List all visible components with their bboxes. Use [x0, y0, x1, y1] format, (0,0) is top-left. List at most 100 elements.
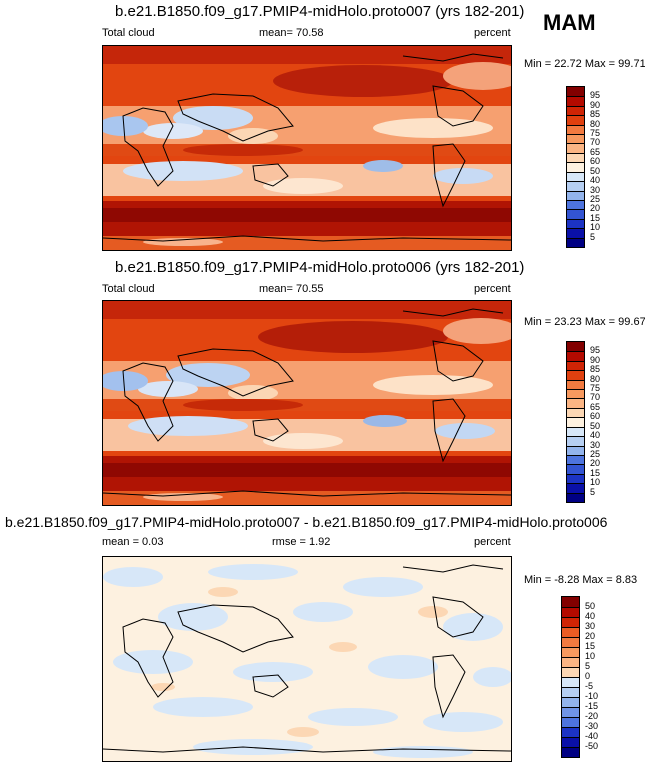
- colorbar-tick-label: 70: [590, 137, 601, 148]
- panel-1-colorbar: [566, 86, 585, 248]
- colorbar-swatch: [567, 209, 584, 219]
- panel-2-title: b.e21.B1850.f09_g17.PMIP4-midHolo.proto0…: [115, 259, 525, 276]
- colorbar-tick-label: 0: [585, 671, 591, 681]
- colorbar-swatch: [567, 351, 584, 361]
- colorbar-tick-label: 10: [585, 651, 596, 661]
- colorbar-swatch: [567, 96, 584, 106]
- colorbar-swatch: [567, 464, 584, 474]
- colorbar-swatch: [567, 370, 584, 380]
- colorbar-tick-label: 15: [590, 212, 601, 223]
- colorbar-swatch: [562, 657, 579, 667]
- colorbar-swatch: [567, 181, 584, 191]
- colorbar-swatch: [567, 152, 584, 163]
- colorbar-swatch: [567, 190, 584, 200]
- panel-1-title: b.e21.B1850.f09_g17.PMIP4-midHolo.proto0…: [115, 3, 525, 20]
- colorbar-tick-label: 15: [585, 641, 596, 651]
- panel-1-units-label: percent: [474, 27, 511, 39]
- colorbar-tick-label: 90: [590, 99, 601, 110]
- panel-3-units-label: percent: [474, 536, 511, 548]
- colorbar-tick-label: 80: [590, 118, 601, 129]
- colorbar-tick-label: 75: [590, 128, 601, 139]
- panel-3-title: b.e21.B1850.f09_g17.PMIP4-midHolo.proto0…: [5, 514, 608, 530]
- colorbar-tick-label: 20: [590, 203, 601, 214]
- colorbar-tick-label: -40: [585, 731, 599, 741]
- colorbar-tick-label: 10: [590, 222, 601, 233]
- colorbar-swatch: [567, 483, 584, 493]
- colorbar-swatch: [567, 492, 584, 502]
- colorbar-tick-label: 40: [585, 611, 596, 621]
- colorbar-tick-label: 15: [590, 467, 601, 478]
- colorbar-swatch: [567, 436, 584, 446]
- colorbar-tick-label: 90: [590, 354, 601, 365]
- panel-3-colorbar: [561, 596, 580, 758]
- season-label: MAM: [543, 10, 596, 35]
- panel-2-map: [102, 300, 512, 506]
- colorbar-swatch: [567, 199, 584, 210]
- colorbar-tick-label: 50: [590, 420, 601, 431]
- colorbar-swatch: [562, 637, 579, 647]
- colorbar-tick-label: 65: [590, 401, 601, 412]
- colorbar-swatch: [567, 417, 584, 427]
- colorbar-swatch: [562, 667, 579, 677]
- panel-2-colorbar: [566, 341, 585, 503]
- panel-2-mean-label: mean= 70.55: [259, 283, 324, 295]
- colorbar-tick-label: 40: [590, 175, 601, 186]
- colorbar-swatch: [567, 115, 584, 125]
- colorbar-swatch: [562, 717, 579, 727]
- colorbar-swatch: [567, 218, 584, 229]
- colorbar-swatch: [562, 607, 579, 617]
- colorbar-swatch: [567, 237, 584, 247]
- colorbar-swatch: [567, 162, 584, 172]
- colorbar-tick-label: 70: [590, 392, 601, 403]
- colorbar-swatch: [562, 727, 579, 737]
- panel-2-variable-label: Total cloud: [102, 283, 155, 295]
- colorbar-tick-label: 60: [590, 411, 601, 422]
- colorbar-swatch: [567, 342, 584, 352]
- colorbar-swatch: [567, 124, 584, 135]
- colorbar-tick-label: 30: [590, 184, 601, 195]
- colorbar-tick-label: 5: [585, 661, 591, 671]
- colorbar-tick-label: 20: [585, 631, 596, 641]
- colorbar-tick-label: 40: [590, 430, 601, 441]
- colorbar-swatch: [562, 707, 579, 717]
- colorbar-swatch: [562, 677, 579, 687]
- colorbar-tick-label: 5: [590, 486, 596, 497]
- colorbar-tick-label: -10: [585, 691, 599, 701]
- colorbar-tick-label: -20: [585, 711, 599, 721]
- colorbar-tick-label: 85: [590, 109, 601, 120]
- colorbar-swatch: [567, 143, 584, 153]
- colorbar-swatch: [562, 617, 579, 627]
- colorbar-tick-label: 30: [585, 621, 596, 631]
- colorbar-tick-label: 20: [590, 458, 601, 469]
- colorbar-tick-label: 95: [590, 345, 601, 356]
- colorbar-tick-label: 95: [590, 90, 601, 101]
- colorbar-swatch: [562, 697, 579, 707]
- colorbar-swatch: [567, 171, 584, 182]
- panel-2-units-label: percent: [474, 283, 511, 295]
- colorbar-swatch: [562, 627, 579, 637]
- colorbar-swatch: [567, 360, 584, 371]
- colorbar-swatch: [562, 747, 579, 757]
- colorbar-tick-label: 25: [590, 448, 601, 459]
- colorbar-tick-label: 65: [590, 146, 601, 157]
- panel-3-rmse-label: rmse = 1.92: [272, 536, 331, 548]
- colorbar-tick-label: 75: [590, 383, 601, 394]
- panel-1-minmax: Min = 22.72 Max = 99.71: [524, 58, 645, 70]
- colorbar-tick-label: 60: [590, 156, 601, 167]
- colorbar-swatch: [567, 473, 584, 484]
- panel-1-map: [102, 45, 512, 251]
- colorbar-tick-label: -30: [585, 721, 599, 731]
- colorbar-swatch: [567, 87, 584, 97]
- colorbar-swatch: [567, 445, 584, 455]
- colorbar-tick-label: 85: [590, 364, 601, 375]
- panel-3-mean-label: mean = 0.03: [102, 536, 164, 548]
- colorbar-swatch: [567, 454, 584, 465]
- colorbar-tick-label: -5: [585, 681, 594, 691]
- panel-1-mean-label: mean= 70.58: [259, 27, 324, 39]
- colorbar-tick-label: 10: [590, 477, 601, 488]
- colorbar-swatch: [567, 105, 584, 116]
- colorbar-swatch: [567, 228, 584, 238]
- colorbar-tick-label: 80: [590, 373, 601, 384]
- colorbar-swatch: [567, 134, 584, 144]
- colorbar-swatch: [562, 647, 579, 657]
